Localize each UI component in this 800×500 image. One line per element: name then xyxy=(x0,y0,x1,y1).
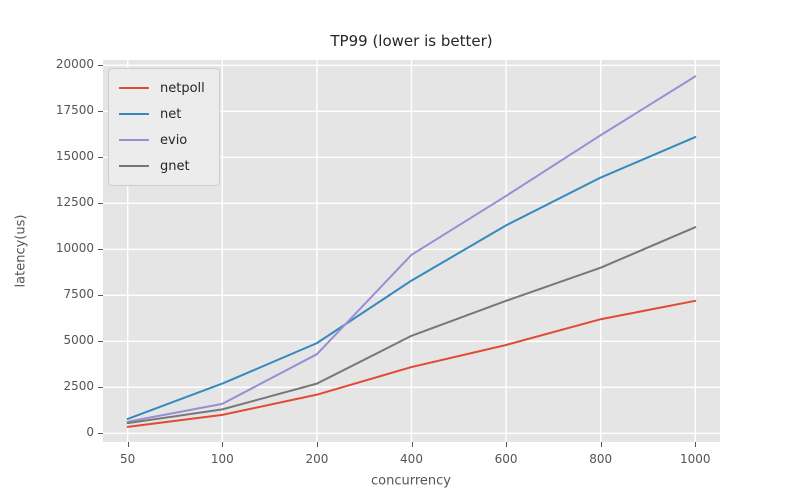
x-tick-mark xyxy=(411,442,413,447)
legend-line-swatch xyxy=(119,165,149,167)
legend-line-swatch xyxy=(119,113,149,115)
series-line-gnet xyxy=(126,226,697,425)
y-tick-mark xyxy=(98,203,103,205)
x-tick-label: 100 xyxy=(210,452,234,466)
y-tick-mark xyxy=(98,295,103,297)
y-tick-mark xyxy=(98,433,103,435)
legend-item-evio: evio xyxy=(119,130,205,150)
legend-label: netpoll xyxy=(160,80,205,96)
y-tick-label: 0 xyxy=(86,425,94,440)
y-tick-label: 5000 xyxy=(63,333,94,348)
y-tick-label: 20000 xyxy=(55,57,94,72)
legend-line-swatch xyxy=(119,87,149,89)
y-tick-label: 7500 xyxy=(63,287,94,302)
y-axis-label: latency(us) xyxy=(13,214,29,288)
y-tick-mark xyxy=(98,249,103,251)
x-tick-mark xyxy=(316,442,318,447)
y-tick-mark xyxy=(98,111,103,113)
legend-label: net xyxy=(160,106,182,122)
chart-title: TP99 (lower is better) xyxy=(330,32,493,50)
y-tick-label: 2500 xyxy=(63,379,94,394)
x-tick-mark xyxy=(600,442,602,447)
y-tick-mark xyxy=(98,65,103,67)
series-line-netpoll xyxy=(126,299,697,428)
y-tick-label: 12500 xyxy=(55,195,94,210)
series-line-evio xyxy=(126,75,697,423)
y-tick-label: 15000 xyxy=(55,149,94,164)
series-line-net xyxy=(126,136,697,420)
x-tick-label: 200 xyxy=(305,452,329,466)
y-tick-mark xyxy=(98,387,103,389)
legend-line-swatch xyxy=(119,139,149,141)
x-tick-label: 600 xyxy=(494,452,518,466)
x-tick-label: 400 xyxy=(400,452,423,466)
x-tick-mark xyxy=(695,442,697,447)
legend: netpoll net evio gnet xyxy=(108,68,220,186)
legend-label: gnet xyxy=(160,158,190,174)
legend-item-gnet: gnet xyxy=(119,156,205,176)
x-tick-label: 800 xyxy=(589,452,613,466)
x-tick-label: 50 xyxy=(120,452,136,466)
y-tick-label: 17500 xyxy=(55,103,94,118)
x-tick-mark xyxy=(506,442,508,447)
x-axis-label: concurrency xyxy=(371,473,451,489)
x-tick-label: 1000 xyxy=(680,452,711,466)
y-tick-mark xyxy=(98,341,103,343)
y-tick-label: 10000 xyxy=(55,241,94,256)
y-tick-mark xyxy=(98,157,103,159)
legend-item-netpoll: netpoll xyxy=(119,78,205,98)
x-tick-mark xyxy=(127,442,129,447)
x-tick-mark xyxy=(222,442,224,447)
legend-item-net: net xyxy=(119,104,205,124)
legend-label: evio xyxy=(160,132,188,148)
